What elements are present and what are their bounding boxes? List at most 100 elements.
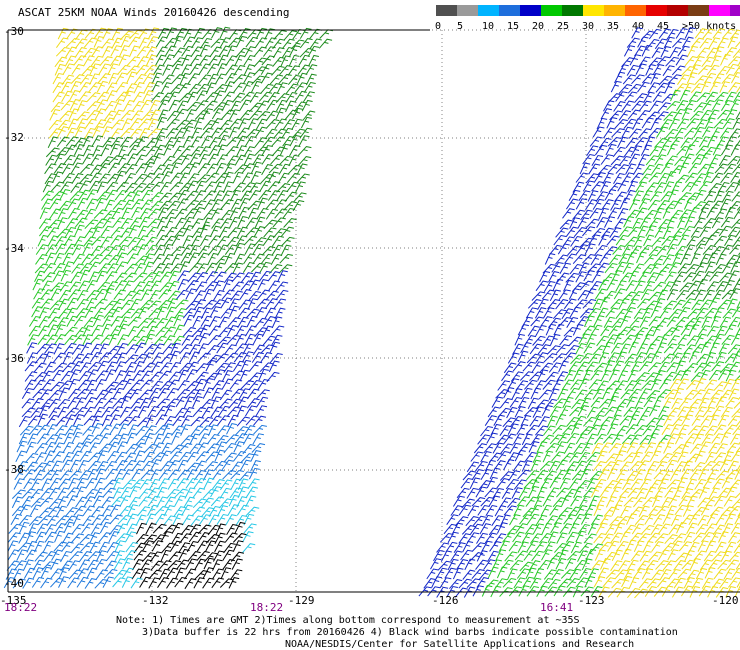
wind-barb [599, 486, 612, 498]
wind-barb [512, 361, 526, 372]
wind-barb [139, 299, 154, 310]
wind-barb [241, 163, 255, 174]
wind-barb [52, 270, 65, 282]
wind-barb [185, 190, 199, 201]
wind-barb [487, 566, 499, 579]
wind-barb [286, 181, 300, 193]
wind-barb [575, 343, 587, 355]
wind-barb [499, 497, 512, 509]
wind-barb [81, 434, 94, 446]
wind-barb [107, 441, 120, 453]
wind-barb [152, 534, 166, 545]
wind-barb [703, 146, 716, 158]
wind-barb [184, 568, 197, 580]
wind-barb [654, 270, 667, 282]
wind-barb [174, 495, 186, 507]
wind-barb [662, 397, 675, 409]
wind-barb [51, 369, 65, 381]
wind-barb [58, 576, 69, 588]
wind-barb [590, 324, 603, 336]
wind-barb [715, 443, 728, 455]
wind-barb [243, 235, 258, 246]
wind-barb [689, 398, 703, 409]
wind-barb [611, 270, 623, 282]
wind-barb [207, 514, 220, 526]
wind-barb [650, 117, 662, 130]
wind-barb [592, 270, 604, 282]
wind-barb [708, 369, 722, 381]
wind-barb [46, 424, 58, 436]
wind-barb [17, 542, 31, 553]
wind-barb [50, 288, 62, 300]
wind-barb [566, 578, 580, 588]
wind-barb [269, 74, 284, 85]
wind-barb [735, 562, 740, 570]
wind-barb [614, 119, 628, 129]
wind-barb [648, 246, 662, 257]
wind-barb [29, 504, 42, 516]
wind-barb [177, 278, 189, 291]
wind-barb [171, 335, 185, 347]
wind-barb [611, 317, 625, 329]
wind-barb [264, 28, 276, 40]
wind-barb [520, 414, 532, 427]
wind-barb [512, 531, 525, 543]
wind-barb [124, 531, 137, 543]
wind-barb [136, 522, 147, 535]
wind-barb [48, 498, 63, 509]
wind-barb [102, 28, 114, 40]
wind-barb [55, 243, 67, 255]
wind-barb [627, 487, 641, 498]
wind-barb [68, 569, 82, 580]
wind-barb [212, 280, 224, 292]
wind-barb [103, 568, 118, 579]
wind-barb [124, 263, 138, 274]
wind-barb [169, 540, 182, 552]
wind-barb [290, 39, 305, 50]
wind-barb [587, 263, 601, 273]
wind-barb [651, 425, 663, 437]
wind-barb [249, 182, 262, 194]
wind-barb [695, 145, 709, 156]
wind-barb [645, 560, 659, 571]
wind-barb [708, 183, 722, 194]
wind-barb [600, 154, 614, 165]
wind-barb [102, 117, 115, 129]
wind-barb [39, 207, 51, 220]
wind-barb [58, 308, 72, 319]
wind-barb [50, 381, 65, 392]
wind-barb [575, 433, 588, 445]
wind-barb [598, 398, 613, 409]
wind-barb [130, 479, 145, 490]
wind-barb [724, 234, 736, 246]
wind-barb [562, 586, 576, 598]
wind-barb [480, 468, 493, 480]
wind-barb [633, 469, 646, 481]
wind-barb [270, 325, 285, 336]
wind-barb [215, 523, 226, 536]
wind-barb [701, 316, 713, 329]
wind-barb [658, 75, 673, 86]
wind-barb [268, 163, 283, 174]
wind-barb [550, 522, 562, 534]
wind-barb [223, 362, 236, 373]
wind-barb [73, 315, 87, 327]
wind-barb [216, 342, 229, 354]
wind-barb [624, 353, 638, 364]
wind-barb [229, 189, 241, 202]
wind-barb [690, 226, 703, 238]
wind-barb [488, 524, 502, 536]
wind-barb [693, 243, 706, 255]
wind-barb [62, 172, 75, 184]
wind-barb [263, 219, 278, 230]
wind-barb [723, 279, 735, 292]
wind-barb [649, 479, 662, 491]
wind-barb [535, 324, 547, 337]
wind-barb [666, 243, 678, 256]
wind-barb [638, 56, 651, 68]
wind-barb [610, 199, 622, 211]
wind-barb [166, 110, 180, 122]
wind-barb [42, 469, 56, 480]
wind-barb [55, 37, 69, 48]
wind-barb [525, 307, 538, 319]
